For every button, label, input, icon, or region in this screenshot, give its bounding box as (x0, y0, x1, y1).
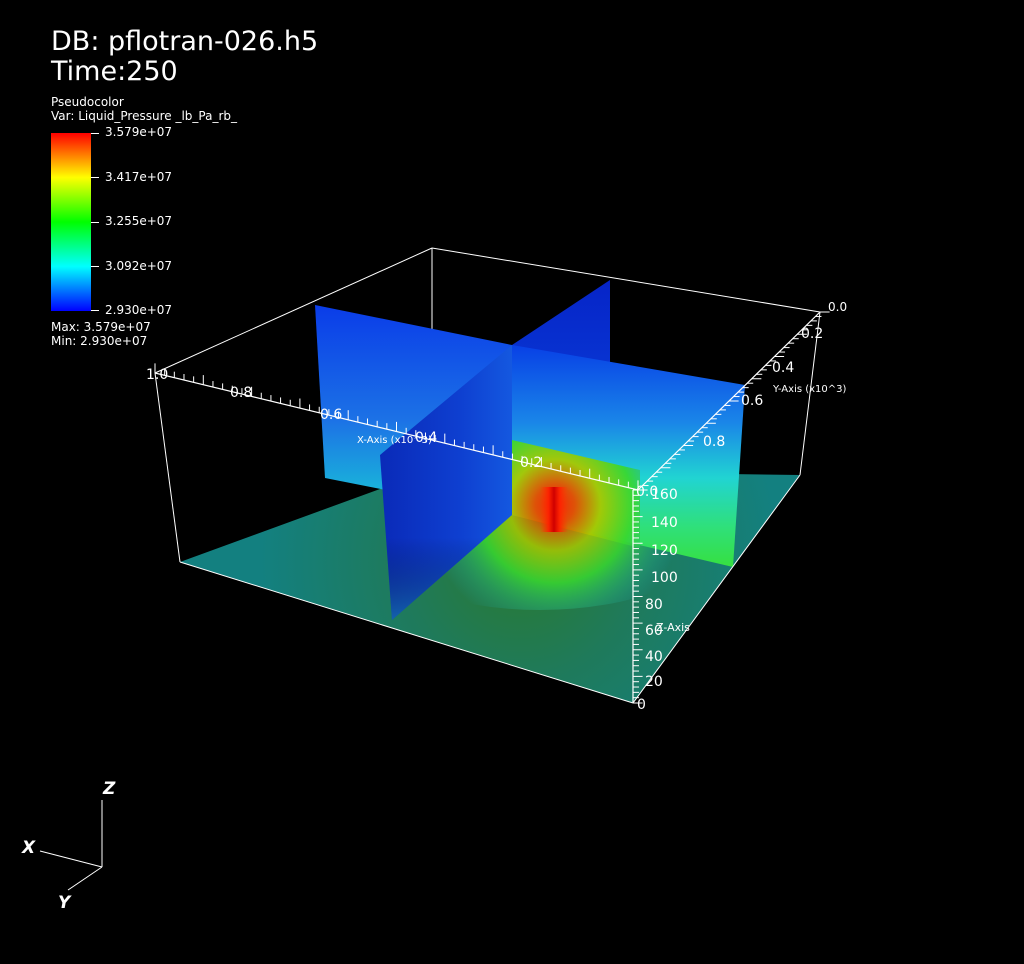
x-axis (154, 363, 639, 491)
legend-tick-mark (91, 222, 99, 223)
legend-max: Max: 3.579e+07 (51, 320, 151, 334)
legend-tick-label: 3.255e+07 (105, 214, 173, 228)
legend-tick-mark (91, 310, 99, 311)
time-label: Time:250 (51, 56, 178, 87)
z-tick-label: 120 (651, 543, 678, 559)
triad-x-label: X (21, 838, 36, 858)
legend-tick-mark (91, 266, 99, 267)
x-tick-label: 0.2 (520, 455, 542, 471)
z-tick-label: 60 (645, 623, 663, 639)
z-axis-title: Z-Axis (656, 621, 690, 634)
y-axis-title: Y-Axis (x10^3) (772, 384, 847, 395)
legend-tick-label: 3.092e+07 (105, 259, 173, 273)
orientation-triad (39, 800, 103, 891)
y-axis (637, 311, 830, 491)
y-tick-label: 0.8 (703, 434, 725, 450)
x-tick-label: 0.8 (230, 385, 252, 401)
z-tick-label: 20 (645, 674, 663, 690)
legend-min: Min: 2.930e+07 (51, 334, 148, 348)
y-tick-label: 0.4 (772, 360, 794, 376)
legend-tick-label: 3.417e+07 (105, 170, 173, 184)
z-tick-label: 160 (651, 487, 678, 503)
pressure-core (540, 487, 568, 532)
triad-y-label: Y (58, 893, 72, 913)
legend-color-bar (51, 133, 91, 311)
y-tick-label: 0.0 (828, 300, 847, 314)
x-tick-label: 0.4 (415, 430, 437, 446)
x-tick-label: 0.6 (320, 407, 342, 423)
triad-z-label: Z (102, 779, 116, 799)
x-tick-label: 0.0 (636, 484, 658, 500)
y-tick-label: 0.2 (801, 326, 823, 342)
z-tick-label: 140 (651, 515, 678, 531)
legend-tick-mark (91, 133, 99, 134)
z-tick-label: 80 (645, 597, 663, 613)
legend-tick-mark (91, 177, 99, 178)
z-tick-label: 100 (651, 570, 678, 586)
slice-front-left-shade (380, 345, 512, 620)
legend-variable: Var: Liquid_Pressure _lb_Pa_rb_ (51, 109, 238, 123)
x-axis-title: X-Axis (x10^3) (357, 435, 432, 446)
bounding-box-front (179, 474, 801, 704)
y-tick-label: 0.6 (741, 393, 763, 409)
legend-plot-type: Pseudocolor (51, 95, 124, 109)
x-tick-label: 1.0 (146, 367, 168, 383)
database-title: DB: pflotran-026.h5 (51, 26, 319, 57)
legend-tick-label: 3.579e+07 (105, 125, 173, 139)
z-axis (632, 489, 643, 704)
z-tick-label: 0 (637, 697, 646, 713)
legend-tick-label: 2.930e+07 (105, 303, 173, 317)
z-tick-label: 40 (645, 649, 663, 665)
bounding-box (154, 247, 821, 563)
